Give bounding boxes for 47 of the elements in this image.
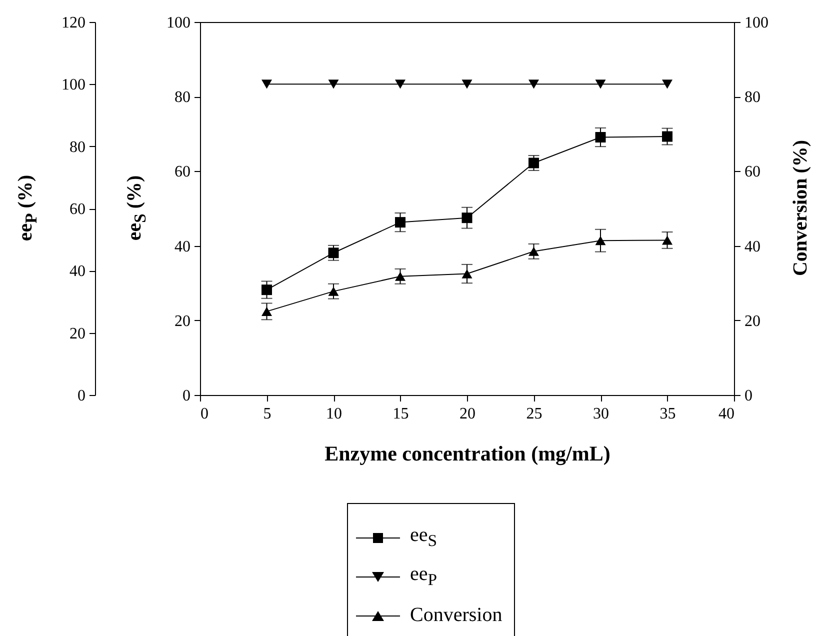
- x-tick-label: 15: [392, 406, 409, 422]
- point: [328, 286, 339, 296]
- legend-label: Conversion: [410, 604, 502, 627]
- point: [528, 246, 539, 256]
- x-tick-label: 0: [200, 406, 208, 422]
- y2-axis-title: Conversion (%): [790, 140, 812, 276]
- y2-tick-label: 0: [744, 388, 752, 404]
- x-tick-label: 25: [526, 406, 542, 422]
- y-tick-label: 100: [166, 14, 190, 32]
- y3-tick-label: 20: [70, 325, 86, 342]
- point: [395, 272, 406, 281]
- legend-label: ee$_{P}$: [410, 563, 438, 590]
- y2-tick-label: 20: [744, 312, 760, 330]
- x-axis-title: Enzyme concentration (mg/mL): [324, 442, 610, 466]
- point: [662, 131, 672, 142]
- y-tick-label: 60: [174, 164, 190, 181]
- y3-tick-label: 40: [70, 263, 86, 280]
- point: [528, 158, 539, 168]
- y3-tick-label: 120: [62, 14, 86, 32]
- y-tick-label: 40: [174, 238, 190, 256]
- y3-tick-label: 100: [62, 76, 86, 94]
- y2-tick-label: 60: [744, 164, 760, 181]
- y3-tick-label: 80: [70, 138, 86, 156]
- point: [328, 248, 339, 258]
- x-tick-label: 40: [718, 406, 734, 422]
- y2-tick-label: 40: [744, 238, 760, 256]
- point: [662, 236, 672, 245]
- y-tick-label: 0: [182, 388, 190, 404]
- x-tick-label: 20: [460, 406, 476, 422]
- y2-tick-label: 100: [744, 14, 768, 32]
- x-tick-label: 30: [593, 406, 609, 422]
- x-tick-label: 10: [326, 406, 342, 422]
- point: [462, 269, 472, 278]
- point: [595, 236, 606, 246]
- y3-tick-label: 0: [78, 388, 86, 404]
- point: [262, 284, 272, 296]
- point: [262, 306, 272, 316]
- point: [462, 212, 472, 224]
- x-tick-label: 35: [660, 406, 676, 422]
- y3-tick-label: 60: [70, 201, 86, 218]
- point: [395, 217, 406, 228]
- y-tick-label: 20: [174, 312, 190, 330]
- legend-label: ee$_{S}$: [410, 524, 438, 551]
- y2-tick-label: 80: [744, 89, 760, 106]
- point: [595, 132, 606, 142]
- x-tick-label: 5: [263, 406, 272, 422]
- y-tick-label: 80: [174, 89, 190, 106]
